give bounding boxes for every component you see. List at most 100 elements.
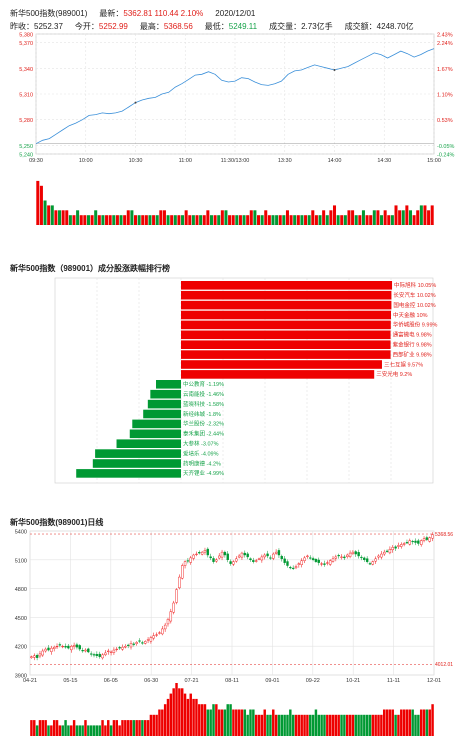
intraday-chart: 5,380 2.43% 5,370 2.24% 5,340 1.67% 5,310 1.10%…	[19, 33, 455, 225]
volume-bar	[199, 215, 203, 225]
volume-bar	[170, 215, 174, 225]
volume-bar	[232, 709, 235, 736]
volume-bar	[382, 709, 386, 736]
x-tick-label: 14:30	[377, 158, 391, 164]
volume-bar	[224, 210, 228, 225]
volume-bar	[266, 714, 269, 736]
candle-body	[240, 552, 244, 558]
volume-bar	[72, 215, 76, 225]
candle-body	[169, 611, 173, 622]
volume-bar	[243, 709, 247, 736]
x-tick-label: 12-01	[427, 678, 441, 684]
candle-body	[320, 563, 323, 565]
quote-field: 今开：5252.99	[75, 22, 134, 31]
volume-bar	[58, 725, 62, 736]
candle-body	[64, 645, 67, 648]
candle-body	[235, 558, 238, 562]
volume-bar	[220, 210, 224, 225]
volume-bar	[68, 215, 72, 225]
volume-bar	[195, 215, 199, 225]
ranking-label: 新经纬城 -1.8%	[183, 410, 221, 418]
volume-bar	[317, 714, 320, 736]
volume-bar	[411, 709, 414, 736]
candle-body	[146, 639, 150, 641]
ranking-label: 华侨城股份 9.99%	[393, 321, 438, 329]
volume-bar	[178, 688, 181, 736]
volume-bar	[64, 720, 67, 736]
quote-field: 昨收：5252.37	[10, 22, 69, 31]
ranking-bar	[181, 330, 391, 340]
volume-bar	[89, 725, 93, 736]
volume-bar	[133, 215, 138, 225]
y-tick-right-label: 1.67%	[437, 67, 453, 73]
volume-bar	[419, 205, 423, 225]
volume-bar	[387, 215, 391, 225]
candle-body	[129, 643, 133, 648]
candle-body	[254, 560, 258, 562]
volume-bar	[189, 693, 192, 736]
volume-bar	[329, 210, 333, 225]
volume-bar	[47, 725, 50, 736]
quote-field: 成交额：4248.70亿	[345, 22, 420, 31]
volume-bar	[83, 215, 87, 225]
candle-body	[331, 558, 335, 562]
volume-bar	[44, 720, 47, 736]
candle-body	[280, 555, 283, 560]
candle-body	[61, 645, 64, 648]
volume-bar	[129, 720, 133, 736]
candle-body	[411, 540, 414, 543]
volume-bar	[320, 714, 323, 736]
y-tick-right-label: 0.53%	[437, 118, 453, 124]
volume-bar	[50, 205, 54, 225]
ranking-label: 西部矿业 9.98%	[393, 350, 432, 358]
candle-body	[351, 551, 355, 554]
volume-bar	[217, 709, 221, 736]
volume-bar	[427, 210, 431, 225]
volume-bar	[124, 720, 127, 736]
candle-body	[38, 653, 42, 657]
quote-field: 最新：5362.81 110.44 2.10%	[99, 9, 209, 18]
candle-body	[52, 646, 56, 649]
volume-bar	[388, 709, 392, 736]
volume-bar	[340, 215, 344, 225]
volume-bar	[340, 714, 343, 736]
candle-body	[232, 561, 235, 565]
y-tick-label: 5,380	[19, 33, 33, 39]
candle-body	[283, 558, 286, 563]
quote-label: 最高：	[139, 22, 164, 31]
volume-bar	[289, 215, 293, 225]
candle-body	[374, 558, 377, 562]
candle-body	[30, 656, 33, 658]
volume-bar	[172, 688, 175, 736]
candle-body	[55, 645, 59, 648]
volume-bar	[334, 714, 338, 736]
candle-body	[212, 558, 215, 562]
volume-bar	[30, 720, 33, 736]
volume-bar	[152, 215, 156, 225]
volume-bar	[289, 709, 292, 736]
ranking-bar	[181, 370, 375, 379]
volume-bar	[283, 714, 286, 736]
volume-bar	[141, 215, 145, 225]
volume-bar	[186, 698, 190, 736]
volume-bar	[242, 215, 246, 225]
volume-bar	[412, 215, 416, 225]
volume-bar	[257, 215, 261, 225]
volume-bar	[98, 725, 101, 736]
volume-bar	[394, 205, 398, 225]
quote-field: 最低：5249.11	[205, 22, 263, 31]
candle-body	[172, 602, 175, 613]
ranking-bar	[181, 290, 392, 300]
quote-label: 最低：	[204, 22, 229, 31]
volume-bar	[226, 704, 229, 736]
x-tick-label: 10:30	[129, 158, 143, 164]
quote-value: 5252.99	[98, 22, 128, 31]
candle-body	[377, 555, 380, 558]
y-tick-label: 5400	[15, 530, 27, 536]
volume-bar	[431, 704, 434, 736]
candle-body	[323, 563, 326, 565]
candle-body	[246, 553, 249, 558]
volume-bar	[105, 215, 109, 225]
candle-body	[420, 540, 423, 545]
candle-body	[92, 654, 96, 656]
